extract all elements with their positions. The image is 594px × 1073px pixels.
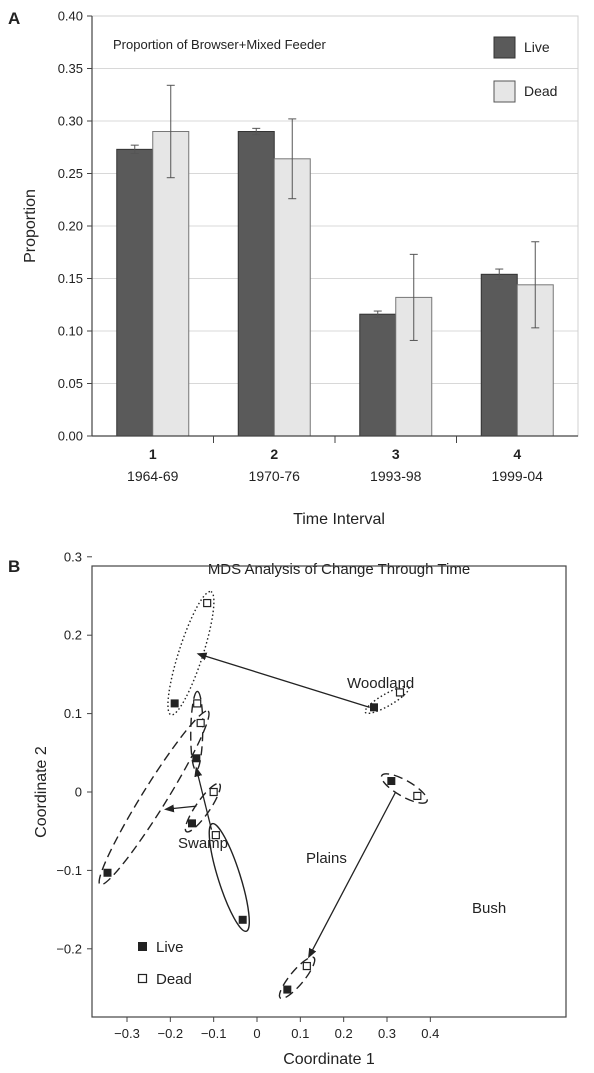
point-live-swamp xyxy=(103,868,112,877)
x-tick-label: −0.2 xyxy=(157,1026,183,1041)
point-dead-swamp xyxy=(193,699,202,708)
group-label-bush: Bush xyxy=(472,900,506,917)
panel-b-legend: Live Dead xyxy=(137,939,192,988)
panel-a-xlabel: Time Interval xyxy=(293,511,385,528)
group-ellipse xyxy=(190,690,204,771)
point-dead-bush xyxy=(302,961,311,971)
category-number: 2 xyxy=(270,446,278,462)
y-tick-label: 0.1 xyxy=(64,706,82,721)
point-dead-swamp xyxy=(196,718,205,728)
category-years: 1993-98 xyxy=(370,468,422,484)
point-dead-woodland xyxy=(203,598,212,608)
category-number: 4 xyxy=(513,446,521,462)
panel-b-ylabel: Coordinate 2 xyxy=(33,746,50,838)
legend-b-dead-marker xyxy=(137,973,148,984)
group-label-woodland: Woodland xyxy=(347,675,414,692)
arrow-plains xyxy=(194,766,213,830)
panel-b-xlabel: Coordinate 1 xyxy=(283,1051,375,1068)
y-tick-label: 0.2 xyxy=(64,628,82,643)
y-tick-label: 0.30 xyxy=(58,114,83,129)
point-live-woodland xyxy=(170,699,179,708)
group-ellipse xyxy=(278,956,316,1000)
point-live-woodland xyxy=(369,703,378,712)
panel-a-ylabel: Proportion xyxy=(22,189,39,263)
bar-live xyxy=(480,273,518,437)
legend-b-live-marker xyxy=(138,942,147,951)
y-tick-label: 0.3 xyxy=(64,549,82,564)
point-dead-swamp xyxy=(209,787,218,797)
category-years: 1964-69 xyxy=(127,468,179,484)
point-live-bush xyxy=(387,777,396,786)
point-dead-bush xyxy=(413,791,422,801)
category-number: 1 xyxy=(149,446,157,462)
category-years: 1999-04 xyxy=(492,468,544,484)
y-tick-label: −0.2 xyxy=(56,941,82,956)
x-tick-label: 0.4 xyxy=(421,1026,439,1041)
legend-b-dead-label: Dead xyxy=(156,971,192,988)
group-label-swamp: Swamp xyxy=(178,835,228,852)
bar-live xyxy=(359,313,397,437)
category-years: 1970-76 xyxy=(249,468,301,484)
y-tick-label: 0 xyxy=(75,785,82,800)
panel-a-letter: A xyxy=(8,9,20,28)
arrow-woodland xyxy=(196,652,370,708)
group-ellipse xyxy=(380,773,428,804)
group-ellipse xyxy=(184,782,222,833)
point-live-plains xyxy=(238,915,247,924)
point-live-swamp xyxy=(192,754,201,763)
legend-dead-label: Dead xyxy=(524,83,557,99)
point-dead-woodland xyxy=(395,688,405,697)
legend-live-label: Live xyxy=(524,39,550,55)
x-tick-label: 0 xyxy=(253,1026,260,1041)
panel-b-letter: B xyxy=(8,557,20,576)
panel-b-title: MDS Analysis of Change Through Time xyxy=(208,561,470,578)
panel-a-title: Proportion of Browser+Mixed Feeder xyxy=(113,37,326,52)
group-ellipse xyxy=(98,710,210,886)
group-label-plains: Plains xyxy=(306,850,347,867)
bar-dead xyxy=(152,131,190,437)
arrow-bush xyxy=(308,791,397,959)
y-tick-label: 0.20 xyxy=(58,219,83,234)
bar-live xyxy=(116,148,154,437)
y-tick-label: 0.05 xyxy=(58,376,83,391)
arrow-swamp xyxy=(164,804,197,813)
y-tick-label: 0.15 xyxy=(58,271,83,286)
y-tick-label: 0.35 xyxy=(58,61,83,76)
x-tick-label: −0.3 xyxy=(114,1026,140,1041)
category-number: 3 xyxy=(392,446,400,462)
y-tick-label: 0.40 xyxy=(58,9,83,24)
group-ellipse xyxy=(167,590,215,716)
group-ellipse xyxy=(208,822,250,933)
x-tick-label: 0.2 xyxy=(335,1026,353,1041)
x-tick-label: 0.3 xyxy=(378,1026,396,1041)
y-tick-label: 0.00 xyxy=(58,429,83,444)
legend-live-swatch xyxy=(493,36,516,59)
point-live-bush xyxy=(283,985,292,994)
bar-dead xyxy=(273,158,311,437)
y-tick-label: −0.1 xyxy=(56,863,82,878)
x-tick-label: −0.1 xyxy=(201,1026,227,1041)
x-tick-label: 0.1 xyxy=(291,1026,309,1041)
legend-dead-swatch xyxy=(493,80,516,103)
y-tick-label: 0.10 xyxy=(58,324,83,339)
legend-b-live-label: Live xyxy=(156,939,184,956)
panel-a-legend: Live Dead xyxy=(493,36,557,103)
bar-live xyxy=(237,131,275,437)
y-tick-label: 0.25 xyxy=(58,166,83,181)
point-live-swamp xyxy=(187,819,196,828)
point-dead-plains xyxy=(211,831,220,840)
group-ellipse xyxy=(364,685,410,715)
